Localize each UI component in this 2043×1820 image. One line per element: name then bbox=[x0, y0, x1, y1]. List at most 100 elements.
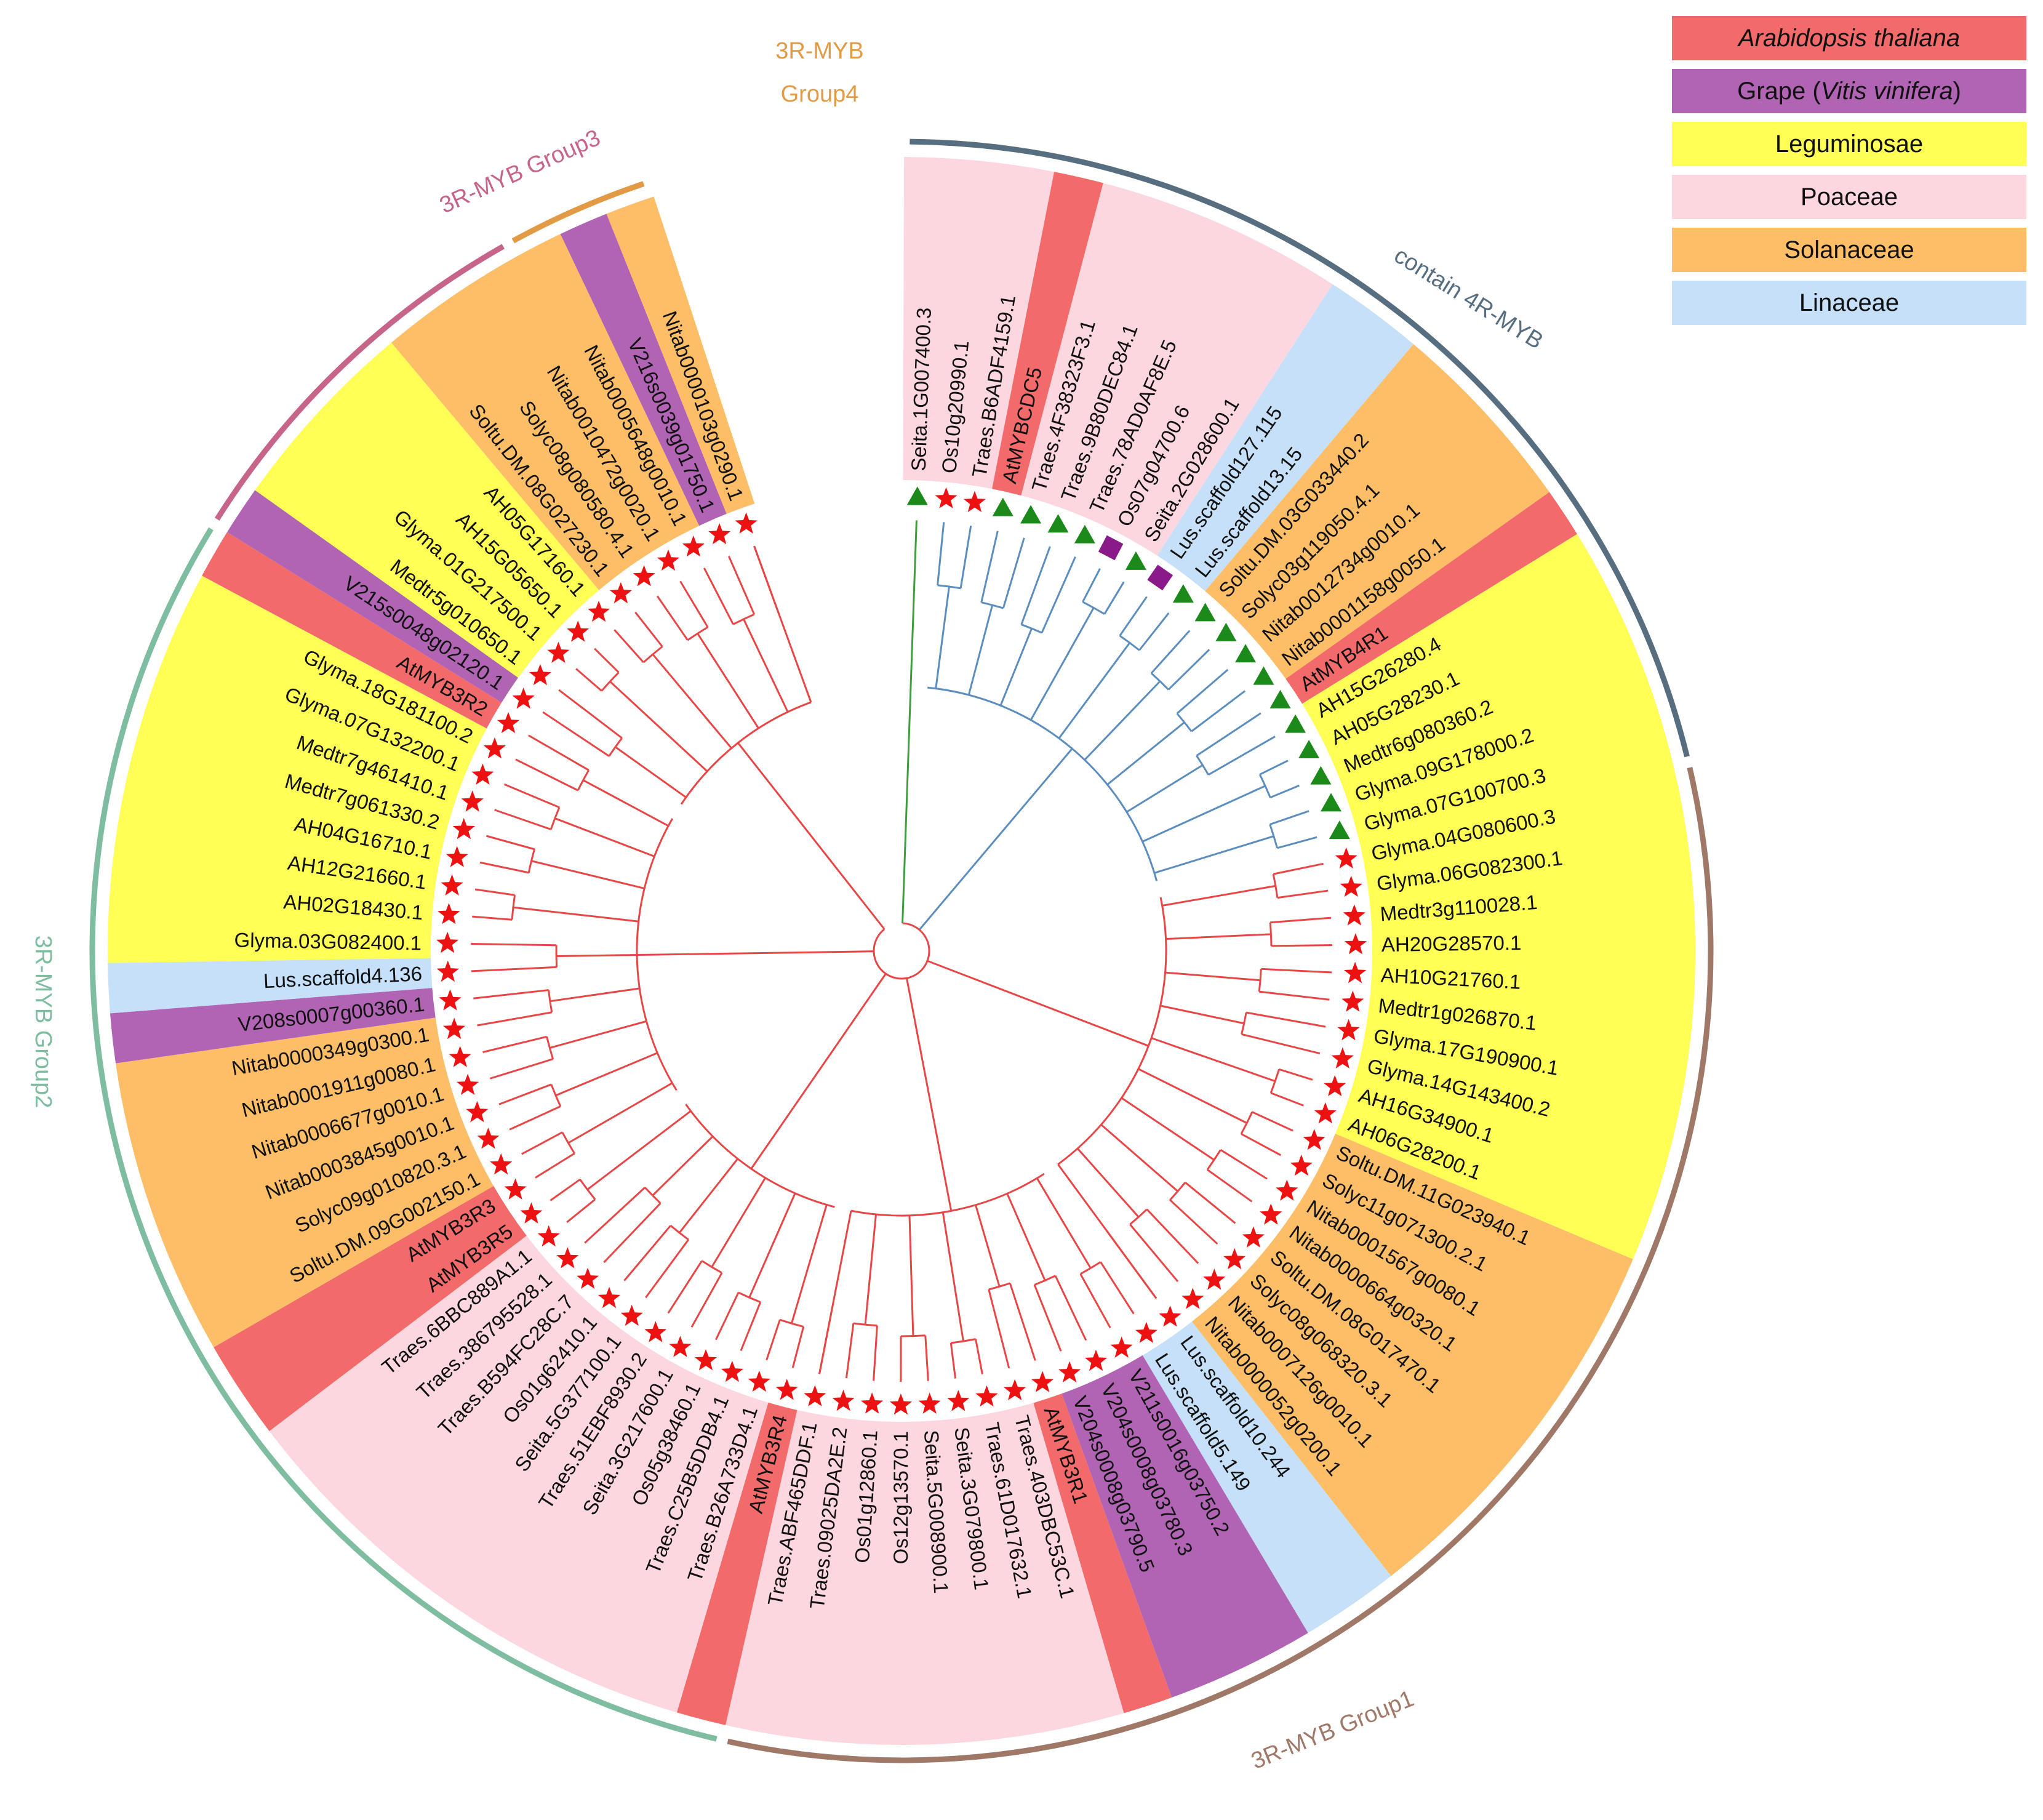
branch-tip bbox=[1270, 1092, 1304, 1107]
sector-arabidopsis bbox=[676, 1402, 798, 1725]
star-icon bbox=[861, 1392, 884, 1414]
star-icon bbox=[483, 737, 506, 759]
star-icon bbox=[975, 1385, 998, 1407]
branch-tip bbox=[1103, 581, 1125, 615]
star-icon bbox=[449, 1046, 471, 1067]
branch-tip bbox=[503, 783, 560, 809]
star-icon bbox=[1004, 1379, 1026, 1400]
branch bbox=[1151, 1037, 1276, 1083]
branch bbox=[1100, 1124, 1178, 1192]
branch bbox=[531, 860, 645, 889]
star-icon bbox=[657, 549, 679, 571]
branch-tip bbox=[1054, 1275, 1087, 1341]
branch-tip bbox=[924, 1335, 929, 1381]
branch-tip bbox=[690, 1272, 723, 1328]
branch-tip bbox=[714, 1292, 740, 1341]
star-icon bbox=[438, 903, 460, 924]
star-icon bbox=[471, 763, 494, 785]
branch-tip bbox=[1270, 916, 1332, 924]
star-icon bbox=[963, 491, 986, 512]
legend-linaceae: Linaceae bbox=[1671, 279, 2028, 326]
triangle-icon bbox=[1047, 514, 1069, 533]
branch bbox=[831, 1210, 852, 1310]
star-icon bbox=[436, 931, 459, 953]
triangle-icon bbox=[1310, 766, 1332, 785]
branch-tip bbox=[494, 809, 551, 830]
star-icon bbox=[520, 1202, 543, 1224]
branch bbox=[737, 742, 886, 930]
legend-arabidopsis: Arabidopsis thaliana bbox=[1671, 15, 2028, 62]
branch-arc bbox=[1206, 1149, 1221, 1171]
leaf-label: AH20G28570.1 bbox=[1381, 931, 1522, 956]
branch-tip bbox=[623, 1225, 671, 1281]
sector-poaceae bbox=[726, 1403, 1124, 1745]
branch bbox=[711, 1177, 766, 1268]
group4-label-line2: Group4 bbox=[781, 81, 859, 107]
star-icon bbox=[1290, 1154, 1313, 1176]
star-icon bbox=[708, 523, 731, 545]
sector-legume bbox=[1302, 534, 1695, 1259]
branch bbox=[750, 973, 887, 1169]
sector-grape bbox=[1061, 1355, 1308, 1698]
legend-poaceae: Poaceae bbox=[1671, 174, 2028, 220]
branch-tip bbox=[473, 989, 549, 1000]
sector-linaceae bbox=[108, 958, 433, 1014]
star-icon bbox=[1276, 1179, 1298, 1201]
branch bbox=[609, 681, 708, 772]
branch-tip bbox=[472, 915, 513, 921]
sector-arabidopsis bbox=[992, 172, 1103, 496]
branch bbox=[549, 1020, 647, 1049]
branch bbox=[1126, 764, 1204, 813]
branch bbox=[678, 1158, 738, 1233]
star-icon bbox=[1031, 1371, 1054, 1392]
sector-poaceae bbox=[269, 1235, 769, 1713]
sector-grape bbox=[227, 490, 518, 703]
branch bbox=[697, 633, 759, 729]
branch-arc bbox=[951, 1338, 976, 1344]
branch-arc bbox=[1034, 1275, 1056, 1286]
star-icon bbox=[537, 1225, 560, 1247]
branch bbox=[513, 906, 639, 923]
branch-tip bbox=[1220, 1149, 1268, 1180]
branch bbox=[586, 1110, 692, 1190]
branch-tip bbox=[1241, 1033, 1321, 1054]
branch bbox=[554, 817, 655, 857]
branch-arc bbox=[1258, 969, 1262, 992]
branch-tip bbox=[486, 835, 535, 851]
sector-solanaceae bbox=[606, 196, 755, 514]
branch bbox=[637, 950, 874, 956]
sector-linaceae bbox=[1142, 1321, 1391, 1633]
star-icon bbox=[577, 1267, 599, 1289]
star-icon bbox=[1303, 1129, 1325, 1150]
legend-grape-pre: Grape ( bbox=[1737, 77, 1821, 105]
sector-grape bbox=[110, 988, 436, 1064]
branch bbox=[1141, 785, 1266, 843]
sector-poaceae bbox=[903, 157, 1055, 489]
branch-arc bbox=[577, 769, 590, 791]
branch-tip bbox=[1100, 1261, 1135, 1315]
branch bbox=[1076, 1148, 1140, 1218]
branch-tip bbox=[1169, 1199, 1218, 1245]
star-icon bbox=[633, 565, 655, 587]
branch-tip bbox=[740, 1302, 762, 1352]
branch-tip bbox=[1207, 1169, 1253, 1203]
branch-tip bbox=[1185, 1181, 1236, 1224]
branch bbox=[967, 604, 994, 696]
branch-arc bbox=[1169, 1182, 1186, 1201]
branch-arc bbox=[1119, 635, 1140, 651]
branch-arc bbox=[608, 737, 623, 757]
branch bbox=[1121, 1097, 1215, 1161]
star-icon bbox=[1314, 1102, 1337, 1124]
branch-tip bbox=[550, 1179, 581, 1201]
branch-arc bbox=[636, 818, 678, 1091]
star-icon bbox=[1110, 1336, 1133, 1358]
branch bbox=[999, 628, 1033, 706]
branch-tip bbox=[482, 1035, 547, 1053]
branch-tip bbox=[528, 734, 590, 771]
branch bbox=[1057, 1163, 1108, 1231]
branch bbox=[743, 619, 789, 713]
branch-arc bbox=[1021, 623, 1042, 634]
star-icon bbox=[1085, 1349, 1108, 1371]
sector-arabidopsis bbox=[214, 1185, 527, 1432]
legend-solanaceae-text: Solanaceae bbox=[1784, 236, 1914, 263]
